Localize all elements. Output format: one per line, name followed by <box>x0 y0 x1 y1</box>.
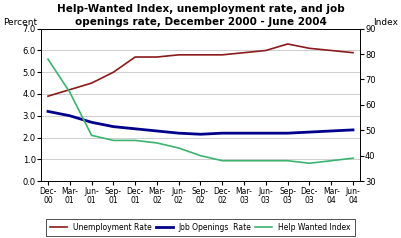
Line: Unemployment Rate: Unemployment Rate <box>48 44 353 96</box>
Unemployment Rate <box>67 88 72 91</box>
Help Wanted Index <box>176 147 181 149</box>
Job Openings  Rate <box>307 131 312 134</box>
Job Openings  Rate <box>46 110 51 113</box>
Help Wanted Index <box>329 159 334 162</box>
Line: Help Wanted Index: Help Wanted Index <box>48 59 353 163</box>
Unemployment Rate <box>176 53 181 56</box>
Help Wanted Index <box>242 159 247 162</box>
Job Openings  Rate <box>67 114 72 117</box>
Unemployment Rate <box>154 56 159 59</box>
Job Openings  Rate <box>133 127 138 130</box>
Help Wanted Index <box>89 134 94 137</box>
Unemployment Rate <box>329 49 334 52</box>
Help Wanted Index <box>154 142 159 144</box>
Job Openings  Rate <box>198 133 203 136</box>
Unemployment Rate <box>285 43 290 45</box>
Job Openings  Rate <box>111 125 116 128</box>
Unemployment Rate <box>242 51 247 54</box>
Help Wanted Index <box>46 58 51 61</box>
Job Openings  Rate <box>154 129 159 132</box>
Unemployment Rate <box>198 53 203 56</box>
Help Wanted Index <box>263 159 268 162</box>
Job Openings  Rate <box>220 132 225 134</box>
Help Wanted Index <box>133 139 138 142</box>
Job Openings  Rate <box>89 121 94 124</box>
Unemployment Rate <box>89 82 94 84</box>
Unemployment Rate <box>133 56 138 59</box>
Job Openings  Rate <box>176 132 181 134</box>
Unemployment Rate <box>220 53 225 56</box>
Help Wanted Index <box>198 154 203 157</box>
Job Openings  Rate <box>285 132 290 134</box>
Unemployment Rate <box>263 49 268 52</box>
Help Wanted Index <box>307 162 312 165</box>
Job Openings  Rate <box>242 132 247 134</box>
Help Wanted Index <box>220 159 225 162</box>
Line: Job Openings  Rate: Job Openings Rate <box>48 111 353 134</box>
Job Openings  Rate <box>263 132 268 134</box>
Job Openings  Rate <box>329 129 334 132</box>
Text: Percent: Percent <box>3 18 37 27</box>
Unemployment Rate <box>350 51 355 54</box>
Unemployment Rate <box>307 47 312 50</box>
Unemployment Rate <box>111 71 116 74</box>
Legend: Unemployment Rate, Job Openings  Rate, Help Wanted Index: Unemployment Rate, Job Openings Rate, He… <box>47 219 354 236</box>
Title: Help-Wanted Index, unemployment rate, and job
openings rate, December 2000 - Jun: Help-Wanted Index, unemployment rate, an… <box>57 4 344 27</box>
Help Wanted Index <box>285 159 290 162</box>
Help Wanted Index <box>67 91 72 94</box>
Unemployment Rate <box>46 95 51 98</box>
Help Wanted Index <box>111 139 116 142</box>
Help Wanted Index <box>350 157 355 160</box>
Job Openings  Rate <box>350 129 355 131</box>
Text: Index: Index <box>373 18 398 27</box>
